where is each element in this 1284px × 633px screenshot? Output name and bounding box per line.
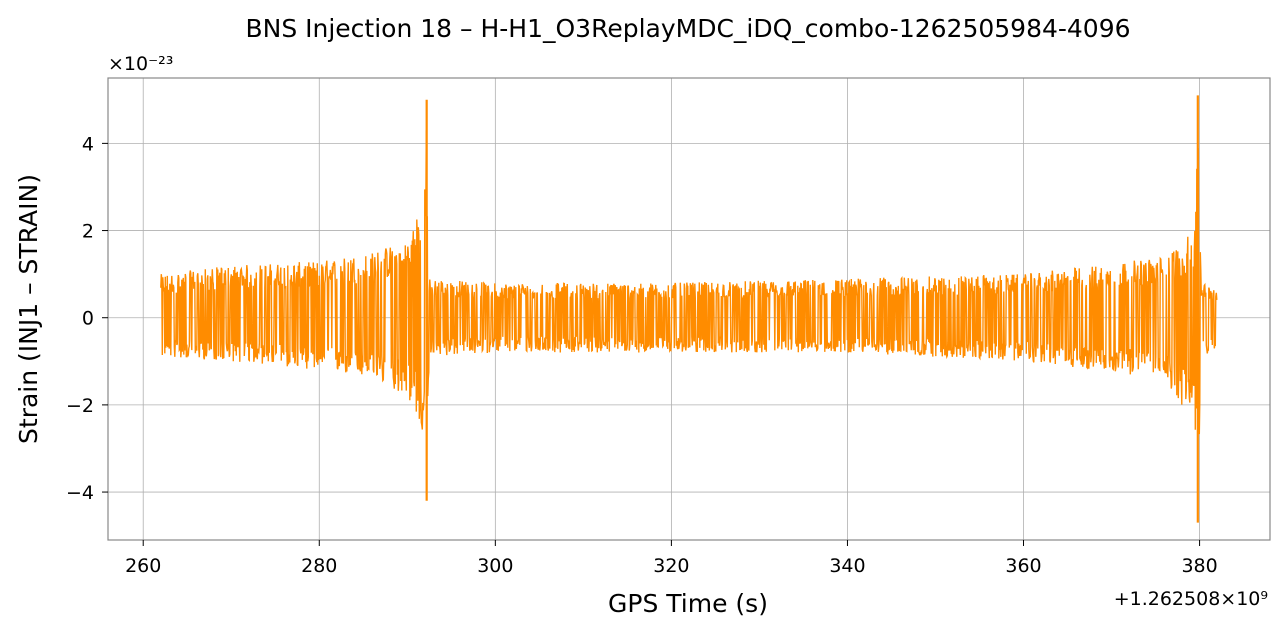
plot-frame: [107, 77, 1271, 541]
x-tick-label: 360: [1005, 555, 1041, 577]
y-axis: −4 −2 0 2 4: [66, 133, 108, 504]
y-scale-label: ×10⁻²³: [108, 53, 173, 75]
y-tick-label: −2: [66, 395, 94, 417]
y-tick-label: −4: [66, 482, 94, 504]
data-trace: [160, 95, 1218, 523]
x-tick-label: 380: [1181, 555, 1217, 577]
y-tick-label: 0: [82, 308, 94, 330]
y-tick-label: 2: [82, 221, 94, 243]
chart-title: BNS Injection 18 – H-H1_O3ReplayMDC_iDQ_…: [245, 14, 1130, 43]
x-axis: 260 280 300 320 340 360 380: [125, 540, 1218, 577]
x-tick-label: 320: [653, 555, 689, 577]
x-tick-label: 340: [829, 555, 865, 577]
x-offset-label: +1.262508×10⁹: [1114, 588, 1268, 610]
strain-trace: [160, 130, 1218, 477]
y-tick-label: 4: [82, 133, 94, 155]
x-tick-label: 300: [477, 555, 513, 577]
x-tick-label: 260: [125, 555, 161, 577]
x-tick-label: 280: [301, 555, 337, 577]
x-axis-label: GPS Time (s): [608, 589, 768, 618]
y-axis-label: Strain (INJ1 – STRAIN): [14, 174, 43, 444]
